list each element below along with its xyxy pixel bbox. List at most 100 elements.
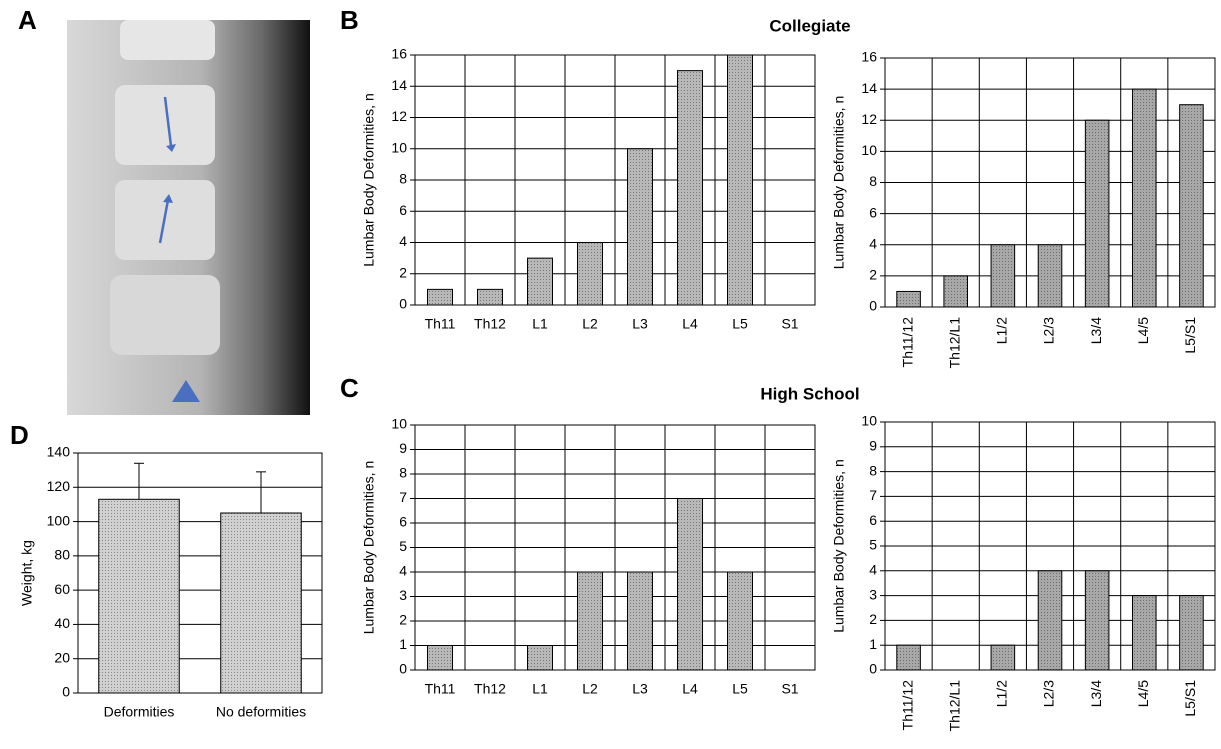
x-tick-label: Th12/L1 [946, 680, 962, 732]
y-tick-label: 0 [399, 661, 407, 677]
bar-texture [528, 258, 553, 305]
bar-texture [1038, 571, 1062, 670]
y-tick-label: 4 [869, 235, 877, 251]
y-tick-label: 1 [399, 636, 407, 652]
x-tick-label: L2 [582, 316, 598, 332]
x-tick-label: L4/5 [1135, 317, 1151, 344]
y-tick-label: 140 [47, 444, 71, 460]
bar-texture [728, 55, 753, 305]
y-tick-label: 8 [399, 171, 407, 187]
y-tick-label: 8 [869, 462, 877, 478]
bar-texture [1085, 120, 1109, 307]
y-tick-label: 80 [54, 547, 70, 563]
y-tick-label: 10 [861, 413, 877, 429]
x-tick-label: L1 [532, 316, 548, 332]
bar-texture [991, 245, 1015, 307]
y-tick-label: 4 [869, 562, 877, 578]
y-axis-label: Lumbar Body Deformities, n [361, 461, 377, 635]
x-tick-label: Th11/12 [899, 680, 915, 731]
y-tick-label: 14 [861, 80, 877, 96]
y-tick-label: 3 [399, 587, 407, 603]
bar-texture [678, 499, 703, 671]
x-tick-label: L3/4 [1088, 317, 1104, 344]
x-tick-label: L1/2 [994, 317, 1010, 344]
x-tick-label: S1 [781, 316, 798, 332]
bar-texture [728, 572, 753, 670]
bar-texture [628, 149, 653, 305]
x-tick-label: L3/4 [1088, 680, 1104, 707]
bar-texture [944, 276, 968, 307]
y-tick-label: 8 [869, 173, 877, 189]
y-tick-label: 10 [861, 142, 877, 158]
y-axis-label: Lumbar Body Deformities, n [361, 93, 377, 267]
bar-texture [1133, 596, 1157, 670]
y-tick-label: 8 [399, 465, 407, 481]
x-tick-label: Th12 [474, 316, 506, 332]
y-tick-label: 0 [62, 684, 70, 700]
y-tick-label: 6 [399, 514, 407, 530]
x-tick-label: Th11/12 [899, 317, 915, 368]
y-tick-label: 40 [54, 615, 70, 631]
y-tick-label: 2 [869, 611, 877, 627]
x-tick-label: L2/3 [1041, 680, 1057, 707]
y-axis-label: Weight, kg [19, 540, 35, 606]
x-tick-label: Th12/L1 [946, 317, 962, 369]
section-title: Collegiate [769, 16, 850, 35]
bar-texture [99, 499, 180, 693]
y-tick-label: 100 [47, 512, 71, 528]
x-tick-label: Deformities [104, 704, 175, 720]
y-tick-label: 0 [399, 296, 407, 312]
y-tick-label: 60 [54, 581, 70, 597]
y-tick-label: 7 [399, 489, 407, 505]
bar-texture [428, 646, 453, 671]
y-tick-label: 2 [399, 264, 407, 280]
y-tick-label: 10 [391, 139, 407, 155]
bar-texture [1180, 105, 1204, 307]
y-tick-label: 0 [869, 661, 877, 677]
x-tick-label: L2/3 [1041, 317, 1057, 344]
bar-texture [428, 289, 453, 305]
y-tick-label: 5 [399, 538, 407, 554]
x-tick-label: L4 [682, 316, 698, 332]
x-tick-label: L1 [532, 681, 548, 697]
panel-label: C [340, 373, 359, 403]
x-tick-label: L1/2 [994, 680, 1010, 707]
y-tick-label: 4 [399, 233, 407, 249]
y-tick-label: 0 [869, 298, 877, 314]
bar-texture [1085, 571, 1109, 670]
x-tick-label: L5 [732, 681, 748, 697]
y-tick-label: 12 [861, 111, 877, 127]
figure: A B C D Collegiate High School 024681012… [0, 0, 1221, 749]
y-tick-label: 5 [869, 537, 877, 553]
x-tick-label: L4/5 [1135, 680, 1151, 707]
y-tick-label: 6 [399, 202, 407, 218]
x-tick-label: Th12 [474, 681, 506, 697]
bar-texture [478, 289, 503, 305]
y-axis-label: Lumbar Body Deformities, n [831, 96, 847, 270]
xray-image [67, 20, 310, 415]
y-tick-label: 16 [391, 46, 407, 62]
y-tick-label: 14 [391, 77, 407, 93]
x-tick-label: L5/S1 [1182, 317, 1198, 354]
panel-label: A [18, 5, 37, 35]
x-tick-label: L5/S1 [1182, 680, 1198, 717]
bar-texture [1133, 89, 1157, 307]
y-tick-label: 12 [391, 108, 407, 124]
bar-texture [897, 291, 921, 307]
bar-texture [1180, 596, 1204, 670]
bar-texture [578, 572, 603, 670]
bar-texture [897, 645, 921, 670]
x-tick-label: L2 [582, 681, 598, 697]
bar-texture [1038, 245, 1062, 307]
x-tick-label: Th11 [425, 681, 456, 697]
bar-texture [221, 513, 302, 693]
panel-label: B [340, 5, 359, 35]
x-tick-label: S1 [781, 681, 798, 697]
y-axis-label: Lumbar Body Deformities, n [831, 459, 847, 633]
y-tick-label: 1 [869, 636, 877, 652]
x-tick-label: Th11 [425, 316, 456, 332]
y-tick-label: 20 [54, 649, 70, 665]
y-tick-label: 2 [869, 267, 877, 283]
bar-texture [628, 572, 653, 670]
x-tick-label: L4 [682, 681, 698, 697]
